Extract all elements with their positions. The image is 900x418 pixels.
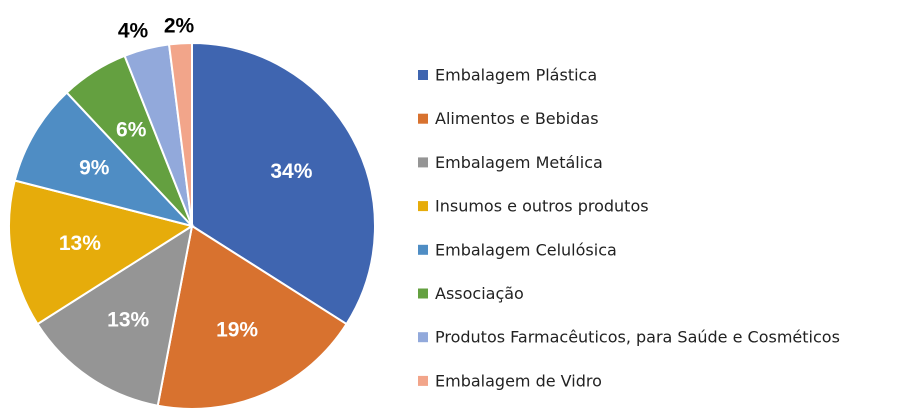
pie-slice-5 xyxy=(13,91,196,228)
legend-label-3: Embalagem Metálica xyxy=(435,153,603,172)
legend-swatch-8 xyxy=(418,375,428,386)
legend-label-4: Insumos e outros produtos xyxy=(435,197,649,216)
pie-slice-8 xyxy=(167,41,193,227)
legend-label-7: Produtos Farmacêuticos, para Saúde e Cos… xyxy=(435,328,840,347)
pie-slices xyxy=(8,41,376,410)
data-label-1: 34% xyxy=(270,160,312,183)
data-label-7: 4% xyxy=(118,20,149,43)
data-label-3: 13% xyxy=(107,308,149,331)
data-label-5: 9% xyxy=(79,157,110,180)
pie-slice-4 xyxy=(8,179,195,326)
legend-label-6: Associação xyxy=(435,284,524,303)
legend-label-2: Alimentos e Bebidas xyxy=(435,109,599,128)
data-label-6: 6% xyxy=(116,119,147,142)
legend-swatch-5 xyxy=(418,244,428,255)
legend-swatch-6 xyxy=(418,288,428,299)
legend-swatch-4 xyxy=(418,201,428,212)
data-label-4: 13% xyxy=(59,232,101,255)
legend-swatch-1 xyxy=(418,70,428,80)
data-label-8: 2% xyxy=(164,15,195,38)
pie-data-labels: 34% 19% 13% 13% 9% 6% 4% 2% xyxy=(59,15,313,342)
legend-swatch-3 xyxy=(418,157,428,168)
data-label-2: 19% xyxy=(216,319,258,342)
legend-label-1: Embalagem Plástica xyxy=(435,66,597,85)
legend-label-8: Embalagem de Vidro xyxy=(435,371,602,390)
legend-label-5: Embalagem Celulósica xyxy=(435,240,617,259)
pie-slice-3 xyxy=(36,223,194,407)
legend: Embalagem Plástica Alimentos e Bebidas Emb… xyxy=(418,66,840,390)
pie-slice-1 xyxy=(191,41,376,326)
pie-slice-2 xyxy=(156,224,348,410)
legend-swatch-2 xyxy=(418,113,428,124)
legend-swatch-7 xyxy=(418,332,428,343)
